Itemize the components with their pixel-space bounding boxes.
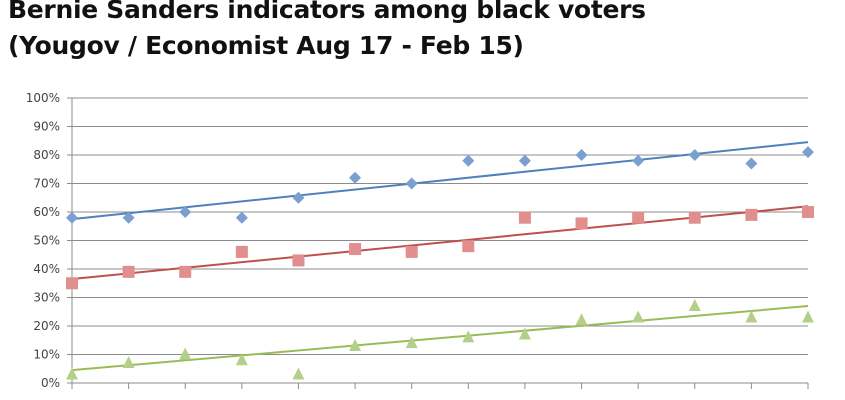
y-tick-label: 30% [33,291,60,305]
data-point-series-2 [632,211,645,224]
y-tick-label: 0% [41,376,60,390]
data-point-series-1 [518,154,531,167]
data-point-series-2 [235,245,248,258]
data-point-series-3 [405,336,418,349]
y-tick-label: 100% [26,91,60,105]
data-point-series-3 [632,310,645,323]
data-point-series-3 [66,367,78,380]
y-tick-label: 20% [33,319,60,333]
data-point-series-1 [405,177,418,190]
y-tick-labels: 0% 10% 20% 30% 40% 50% 60% 70% 80% 90% 100% [26,91,72,390]
trendline-series-3 [71,305,809,372]
data-point-series-2 [462,240,475,253]
data-point-series-3 [349,338,362,351]
data-point-series-1 [66,211,78,224]
data-point-series-1 [179,206,192,218]
data-point-series-1 [122,211,135,224]
y-tick-label: 70% [33,177,60,191]
data-point-series-3 [122,356,135,369]
data-point-series-2 [349,243,362,256]
data-point-series-1 [745,157,758,170]
data-point-series-1 [292,191,305,204]
gridlines [72,97,808,355]
data-point-series-2 [122,265,135,278]
data-point-series-1 [632,154,645,167]
data-point-series-3 [292,367,305,380]
data-point-series-1 [802,146,814,159]
data-point-series-2 [179,265,192,278]
data-markers [66,146,814,380]
data-point-series-1 [462,154,475,167]
data-point-series-2 [745,208,758,221]
data-point-series-1 [349,171,362,184]
data-point-series-3 [575,313,588,326]
y-tick-label: 40% [33,262,60,276]
data-point-series-3 [179,347,192,360]
chart-title: Bernie Sanders indicators among black vo… [8,0,646,64]
data-point-series-2 [688,211,701,224]
trendline-series-1 [71,141,809,221]
data-point-series-2 [802,206,814,218]
y-tick-label: 60% [33,205,60,219]
data-point-series-3 [745,310,758,323]
data-point-series-3 [688,299,701,312]
data-point-series-2 [405,245,418,258]
data-point-series-3 [462,330,475,343]
data-point-series-1 [575,149,588,161]
data-point-series-3 [518,327,531,340]
trendline-series-2 [71,205,809,280]
data-point-series-2 [66,277,78,290]
data-point-series-3 [235,353,248,366]
trendlines [71,141,809,372]
y-tick-label: 10% [33,348,60,362]
data-point-series-2 [575,217,588,230]
data-point-series-2 [292,254,305,267]
data-point-series-3 [802,310,814,323]
y-tick-label: 90% [33,120,60,134]
chart-title-line-1: Bernie Sanders indicators among black vo… [8,0,646,24]
data-point-series-1 [235,211,248,224]
y-tick-label: 50% [33,234,60,248]
chart-title-line-2: (Yougov / Economist Aug 17 - Feb 15) [8,31,524,60]
data-point-series-1 [688,149,701,161]
data-point-series-2 [518,211,531,224]
y-tick-label: 80% [33,148,60,162]
